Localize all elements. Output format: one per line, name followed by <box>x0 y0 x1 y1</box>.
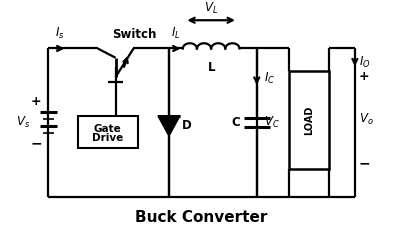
Text: C: C <box>231 116 240 129</box>
Text: $V_C$: $V_C$ <box>264 115 280 130</box>
Text: D: D <box>182 119 192 132</box>
Text: Switch: Switch <box>112 28 156 41</box>
Text: −: − <box>31 137 42 151</box>
Text: $I_O$: $I_O$ <box>359 55 371 70</box>
Bar <box>78 116 138 148</box>
Text: Buck Converter: Buck Converter <box>136 210 268 225</box>
Text: LOAD: LOAD <box>304 105 314 135</box>
Text: $I_s$: $I_s$ <box>55 26 64 41</box>
Text: L: L <box>207 61 215 74</box>
Text: $V_L$: $V_L$ <box>204 1 218 16</box>
Text: $V_o$: $V_o$ <box>359 112 374 128</box>
Text: $V_s$: $V_s$ <box>16 115 31 130</box>
Text: $I_C$: $I_C$ <box>264 71 276 86</box>
Bar <box>289 71 329 169</box>
Polygon shape <box>158 116 180 136</box>
Text: Gate: Gate <box>94 123 122 133</box>
Text: −: − <box>359 157 371 171</box>
Text: +: + <box>31 95 42 108</box>
Text: Drive: Drive <box>92 133 123 143</box>
Text: +: + <box>359 69 369 83</box>
Text: $I_L$: $I_L$ <box>171 26 180 41</box>
